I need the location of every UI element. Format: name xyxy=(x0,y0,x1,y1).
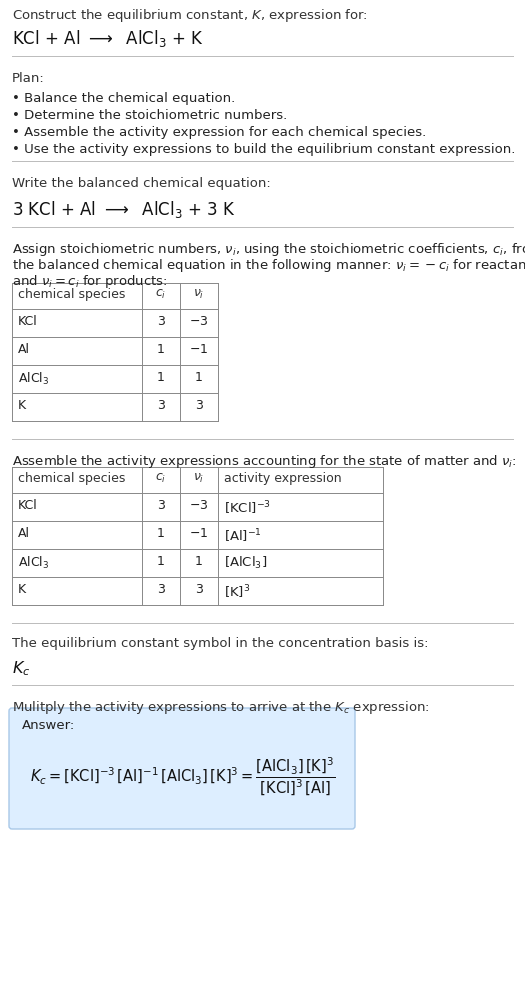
Text: Al: Al xyxy=(18,343,30,356)
Text: 1: 1 xyxy=(157,555,165,568)
Text: 1: 1 xyxy=(157,527,165,540)
Text: 1: 1 xyxy=(157,371,165,384)
Text: The equilibrium constant symbol in the concentration basis is:: The equilibrium constant symbol in the c… xyxy=(12,637,428,650)
Text: chemical species: chemical species xyxy=(18,472,125,485)
Text: • Balance the chemical equation.: • Balance the chemical equation. xyxy=(12,92,235,105)
Text: $[\mathrm{AlCl_3}]$: $[\mathrm{AlCl_3}]$ xyxy=(224,555,267,571)
Text: and $\nu_i = c_i$ for products:: and $\nu_i = c_i$ for products: xyxy=(12,273,167,290)
Text: $K_c = [\mathrm{KCl}]^{-3}\,[\mathrm{Al}]^{-1}\,[\mathrm{AlCl_3}]\,[\mathrm{K}]^: $K_c = [\mathrm{KCl}]^{-3}\,[\mathrm{Al}… xyxy=(30,755,335,798)
Text: $-3$: $-3$ xyxy=(190,499,209,512)
Text: Al: Al xyxy=(18,527,30,540)
Text: K: K xyxy=(18,583,26,596)
Text: 1: 1 xyxy=(157,343,165,356)
Text: 1: 1 xyxy=(195,555,203,568)
Text: $[\mathrm{K}]^3$: $[\mathrm{K}]^3$ xyxy=(224,583,250,601)
Text: Mulitply the activity expressions to arrive at the $K_c$ expression:: Mulitply the activity expressions to arr… xyxy=(12,699,430,716)
Text: AlCl$_3$: AlCl$_3$ xyxy=(18,555,49,571)
Text: $\nu_i$: $\nu_i$ xyxy=(193,288,205,301)
Text: $c_i$: $c_i$ xyxy=(155,288,166,301)
Text: activity expression: activity expression xyxy=(224,472,342,485)
Text: the balanced chemical equation in the following manner: $\nu_i = -c_i$ for react: the balanced chemical equation in the fo… xyxy=(12,257,525,274)
Text: $c_i$: $c_i$ xyxy=(155,472,166,485)
FancyBboxPatch shape xyxy=(9,708,355,829)
Text: • Assemble the activity expression for each chemical species.: • Assemble the activity expression for e… xyxy=(12,126,426,139)
Text: KCl: KCl xyxy=(18,315,38,328)
Text: 3: 3 xyxy=(195,399,203,412)
Text: $[\mathrm{KCl}]^{-3}$: $[\mathrm{KCl}]^{-3}$ xyxy=(224,499,271,517)
Text: 3: 3 xyxy=(157,315,165,328)
Text: $K_c$: $K_c$ xyxy=(12,659,30,678)
Text: 3: 3 xyxy=(157,499,165,512)
Text: K: K xyxy=(18,399,26,412)
Text: Construct the equilibrium constant, $K$, expression for:: Construct the equilibrium constant, $K$,… xyxy=(12,7,368,24)
Text: 3: 3 xyxy=(157,583,165,596)
Text: 3: 3 xyxy=(157,399,165,412)
Text: 1: 1 xyxy=(195,371,203,384)
Text: $-1$: $-1$ xyxy=(190,343,208,356)
Text: $-1$: $-1$ xyxy=(190,527,208,540)
Text: Answer:: Answer: xyxy=(22,719,75,732)
Text: Plan:: Plan: xyxy=(12,72,45,85)
Text: • Use the activity expressions to build the equilibrium constant expression.: • Use the activity expressions to build … xyxy=(12,143,516,156)
Text: $[\mathrm{Al}]^{-1}$: $[\mathrm{Al}]^{-1}$ xyxy=(224,527,262,545)
Text: KCl: KCl xyxy=(18,499,38,512)
Text: AlCl$_3$: AlCl$_3$ xyxy=(18,371,49,387)
Text: chemical species: chemical species xyxy=(18,288,125,301)
Text: Assemble the activity expressions accounting for the state of matter and $\nu_i$: Assemble the activity expressions accoun… xyxy=(12,453,517,470)
Text: KCl + Al $\longrightarrow$  AlCl$_3$ + K: KCl + Al $\longrightarrow$ AlCl$_3$ + K xyxy=(12,28,204,49)
Text: $\nu_i$: $\nu_i$ xyxy=(193,472,205,485)
Text: Write the balanced chemical equation:: Write the balanced chemical equation: xyxy=(12,177,271,190)
Text: 3 KCl + Al $\longrightarrow$  AlCl$_3$ + 3 K: 3 KCl + Al $\longrightarrow$ AlCl$_3$ + … xyxy=(12,199,236,220)
Text: 3: 3 xyxy=(195,583,203,596)
Text: $-3$: $-3$ xyxy=(190,315,209,328)
Text: Assign stoichiometric numbers, $\nu_i$, using the stoichiometric coefficients, $: Assign stoichiometric numbers, $\nu_i$, … xyxy=(12,241,525,258)
Text: • Determine the stoichiometric numbers.: • Determine the stoichiometric numbers. xyxy=(12,109,287,122)
